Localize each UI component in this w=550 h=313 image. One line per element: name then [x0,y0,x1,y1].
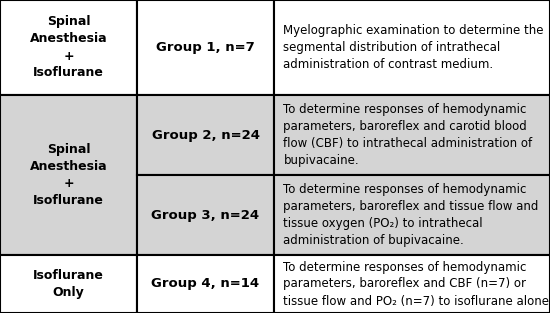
Bar [274,255,550,313]
Text: Myelographic examination to determine the
segmental distribution of intrathecal
: Myelographic examination to determine th… [283,24,544,71]
Text: To determine responses of hemodynamic
parameters, baroreflex and tissue flow and: To determine responses of hemodynamic pa… [283,183,539,247]
Text: Group 2, n=24: Group 2, n=24 [151,129,260,141]
Bar [0,95,137,255]
Bar [0,255,137,313]
Text: To determine responses of hemodynamic
parameters, baroreflex and CBF (n=7) or
ti: To determine responses of hemodynamic pa… [283,260,550,307]
Bar [137,175,274,255]
Text: Group 4, n=14: Group 4, n=14 [151,278,260,290]
Text: Group 3, n=24: Group 3, n=24 [151,208,260,222]
Text: To determine responses of hemodynamic
parameters, baroreflex and carotid blood
f: To determine responses of hemodynamic pa… [283,103,532,167]
Bar [137,0,274,95]
Bar [274,0,550,95]
Bar [274,175,550,255]
Text: Spinal
Anesthesia
+
Isoflurane: Spinal Anesthesia + Isoflurane [30,143,107,207]
Text: Group 1, n=7: Group 1, n=7 [156,41,255,54]
Bar [274,95,550,175]
Bar [137,255,274,313]
Text: Isoflurane
Only: Isoflurane Only [33,269,104,299]
Bar [0,0,137,95]
Bar [137,95,274,175]
Text: Spinal
Anesthesia
+
Isoflurane: Spinal Anesthesia + Isoflurane [30,16,107,80]
